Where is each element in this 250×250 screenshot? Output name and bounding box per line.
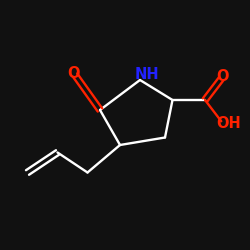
Text: O: O [68, 66, 80, 81]
Text: OH: OH [216, 116, 240, 131]
Text: NH: NH [135, 67, 159, 82]
Text: O: O [216, 69, 229, 84]
